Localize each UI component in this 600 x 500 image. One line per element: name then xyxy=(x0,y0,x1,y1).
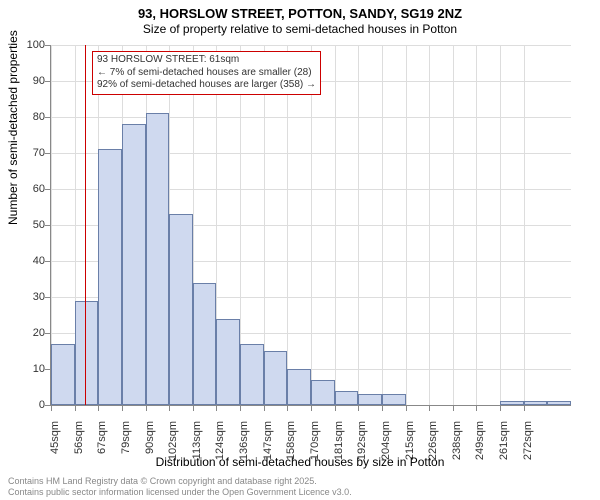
tick-x xyxy=(476,405,477,411)
x-axis-title: Distribution of semi-detached houses by … xyxy=(0,455,600,469)
gridline-v xyxy=(406,45,407,405)
chart-area: 010203040506070809010045sqm56sqm67sqm79s… xyxy=(50,45,570,405)
chart-container: 93, HORSLOW STREET, POTTON, SANDY, SG19 … xyxy=(0,0,600,500)
gridline-v xyxy=(335,45,336,405)
tick-x xyxy=(382,405,383,411)
tick-x xyxy=(500,405,501,411)
tick-x xyxy=(122,405,123,411)
histogram-bar xyxy=(524,401,548,405)
histogram-bar xyxy=(146,113,170,405)
y-tick-label: 10 xyxy=(5,363,45,375)
gridline-v xyxy=(382,45,383,405)
histogram-bar xyxy=(240,344,264,405)
y-tick-label: 20 xyxy=(5,327,45,339)
histogram-bar xyxy=(311,380,335,405)
callout-line2: ← 7% of semi-detached houses are smaller… xyxy=(97,67,316,80)
gridline-v xyxy=(311,45,312,405)
y-tick-label: 40 xyxy=(5,255,45,267)
tick-x xyxy=(311,405,312,411)
gridline-v xyxy=(429,45,430,405)
title-line1: 93, HORSLOW STREET, POTTON, SANDY, SG19 … xyxy=(0,6,600,21)
callout-box: 93 HORSLOW STREET: 61sqm ← 7% of semi-de… xyxy=(92,51,321,95)
tick-x xyxy=(264,405,265,411)
gridline-v xyxy=(358,45,359,405)
tick-x xyxy=(193,405,194,411)
histogram-bar xyxy=(51,344,75,405)
y-axis-title: Number of semi-detached properties xyxy=(6,30,20,225)
y-tick-label: 70 xyxy=(5,147,45,159)
tick-x xyxy=(429,405,430,411)
histogram-bar xyxy=(287,369,311,405)
y-tick-label: 30 xyxy=(5,291,45,303)
callout-line3: 92% of semi-detached houses are larger (… xyxy=(97,79,316,92)
histogram-bar xyxy=(264,351,288,405)
gridline-v xyxy=(524,45,525,405)
histogram-bar xyxy=(500,401,524,405)
tick-x xyxy=(169,405,170,411)
footer: Contains HM Land Registry data © Crown c… xyxy=(8,476,352,498)
y-tick-label: 100 xyxy=(5,39,45,51)
y-tick-label: 50 xyxy=(5,219,45,231)
tick-x xyxy=(216,405,217,411)
callout-line1: 93 HORSLOW STREET: 61sqm xyxy=(97,54,316,67)
footer-line2: Contains public sector information licen… xyxy=(8,487,352,498)
tick-x xyxy=(240,405,241,411)
tick-x xyxy=(406,405,407,411)
gridline-v xyxy=(453,45,454,405)
tick-x xyxy=(453,405,454,411)
tick-x xyxy=(98,405,99,411)
histogram-bar xyxy=(122,124,146,405)
tick-x xyxy=(358,405,359,411)
histogram-bar xyxy=(75,301,99,405)
histogram-bar xyxy=(335,391,359,405)
footer-line1: Contains HM Land Registry data © Crown c… xyxy=(8,476,352,487)
y-tick-label: 80 xyxy=(5,111,45,123)
tick-x xyxy=(146,405,147,411)
plot: 010203040506070809010045sqm56sqm67sqm79s… xyxy=(50,45,571,406)
histogram-bar xyxy=(382,394,406,405)
gridline-v xyxy=(500,45,501,405)
y-tick-label: 0 xyxy=(5,399,45,411)
gridline-v xyxy=(476,45,477,405)
histogram-bar xyxy=(98,149,122,405)
marker-line xyxy=(85,45,86,405)
histogram-bar xyxy=(547,401,571,405)
tick-x xyxy=(287,405,288,411)
histogram-bar xyxy=(216,319,240,405)
tick-x xyxy=(75,405,76,411)
histogram-bar xyxy=(169,214,193,405)
tick-x xyxy=(335,405,336,411)
gridline-v xyxy=(287,45,288,405)
tick-x xyxy=(524,405,525,411)
y-tick-label: 90 xyxy=(5,75,45,87)
tick-x xyxy=(51,405,52,411)
histogram-bar xyxy=(358,394,382,405)
y-tick-label: 60 xyxy=(5,183,45,195)
histogram-bar xyxy=(193,283,217,405)
title-line2: Size of property relative to semi-detach… xyxy=(0,22,600,36)
